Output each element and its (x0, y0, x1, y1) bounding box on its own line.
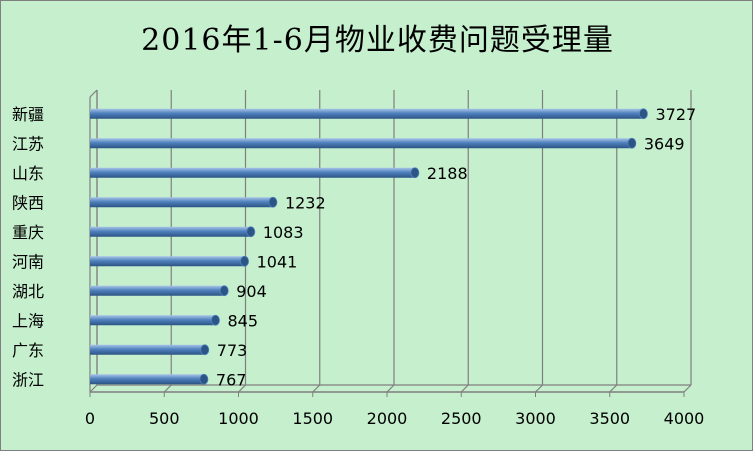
bar (90, 344, 210, 356)
data-label: 773 (217, 341, 248, 360)
floor-gridline (163, 384, 172, 393)
x-tick-label: 2500 (441, 409, 482, 428)
bar (90, 285, 229, 297)
floor-gridline (312, 384, 321, 393)
category-label: 河南 (12, 252, 44, 271)
bar-cap (200, 344, 210, 356)
bar-body (90, 226, 251, 237)
category-label: 陕西 (12, 193, 44, 212)
bar-cap (199, 373, 209, 385)
data-label: 3649 (644, 134, 685, 153)
bar (90, 167, 420, 179)
bar-body (90, 374, 204, 385)
bars (90, 108, 648, 385)
data-label: 2188 (427, 164, 468, 183)
floor-gridline (89, 384, 98, 393)
left-wall-top (89, 89, 98, 98)
floor-gridline (238, 384, 246, 393)
bar-body (90, 285, 225, 296)
data-label: 1232 (285, 193, 326, 212)
x-tick-label: 2000 (367, 409, 408, 428)
chart-title: 2016年1-6月物业收费问题受理量 (141, 23, 614, 58)
category-label: 浙江 (12, 370, 44, 389)
bar (90, 255, 249, 267)
floor-gridline (460, 384, 469, 393)
bar-cap (410, 167, 420, 179)
data-labels: 3727 3649 2188 1232 1083 1041 904 845 773 767 (216, 105, 696, 390)
floor-gridline (535, 384, 543, 393)
bar-cap (219, 285, 229, 297)
data-label: 767 (216, 370, 247, 389)
data-label: 3727 (655, 105, 696, 124)
x-tick-label: 0 (85, 409, 95, 428)
category-label: 江苏 (12, 134, 44, 153)
bar-cap (240, 255, 249, 267)
x-tick-label: 3500 (589, 409, 630, 428)
category-label: 新疆 (12, 105, 44, 124)
bar-cap (627, 137, 637, 149)
bar-body (90, 197, 273, 208)
bar-cap (268, 196, 278, 208)
bar (90, 314, 220, 326)
x-axis: 0 500 1000 1500 2000 2500 3000 3500 4000 (85, 391, 705, 428)
category-label: 湖北 (12, 282, 44, 301)
floor-gridline (386, 384, 395, 393)
bar-body (90, 315, 216, 326)
category-label: 山东 (12, 164, 44, 183)
bar (90, 226, 256, 238)
bar-cap (639, 108, 648, 120)
bar-body (90, 256, 245, 267)
x-tick-label: 3000 (515, 409, 556, 428)
bar-cap (246, 226, 256, 238)
bar-body (90, 344, 205, 355)
data-label: 1041 (257, 252, 298, 271)
bar (90, 196, 278, 208)
floor-gridline (683, 384, 692, 393)
bar (90, 373, 209, 385)
floor-gridline (609, 384, 618, 393)
category-label: 广东 (12, 341, 44, 360)
data-label: 904 (236, 282, 267, 301)
bar-body (90, 167, 415, 178)
x-tick-label: 500 (149, 409, 180, 428)
bar-cap (211, 314, 220, 326)
data-label: 845 (227, 311, 258, 330)
x-tick-label: 1000 (218, 409, 259, 428)
bar-body (90, 138, 632, 149)
x-tick-label: 1500 (292, 409, 333, 428)
category-label: 重庆 (12, 223, 44, 242)
bar (90, 108, 648, 120)
bar-body (90, 108, 644, 119)
bar (90, 137, 637, 149)
category-label: 上海 (12, 311, 44, 330)
x-tick-label: 4000 (664, 409, 705, 428)
data-label: 1083 (263, 223, 304, 242)
